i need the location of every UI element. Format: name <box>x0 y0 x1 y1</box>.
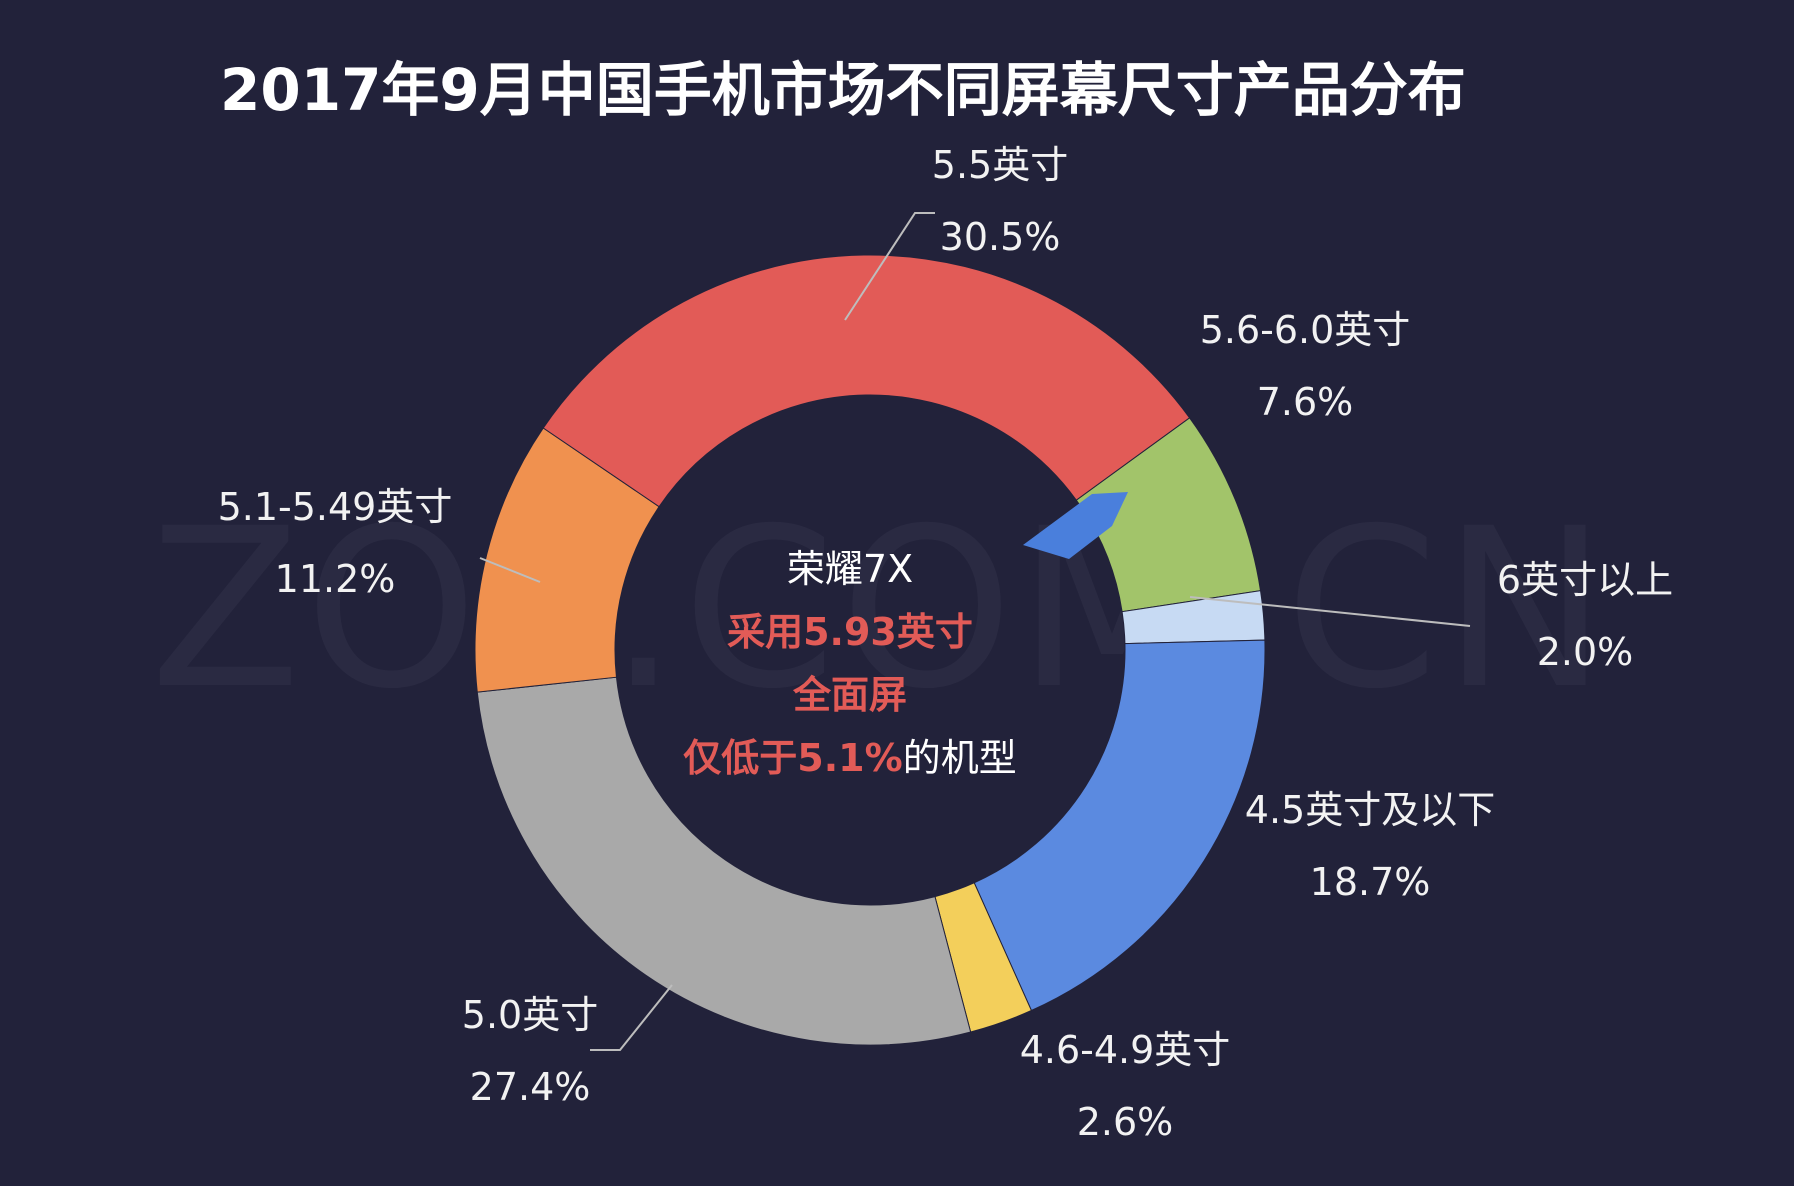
slice-value-4: 27.4% <box>470 1065 591 1109</box>
slice-label-1: 6英寸以上 <box>1497 558 1673 602</box>
slice-label-3: 4.6-4.9英寸 <box>1020 1028 1231 1072</box>
slice-2 <box>973 639 1266 1012</box>
center-line-4-rest: 的机型 <box>903 736 1017 780</box>
slice-label-4: 5.0英寸 <box>462 993 598 1037</box>
slice-labels: 5.6-6.0英寸 7.6% 6英寸以上 2.0% 4.5英寸及以下 18.7% 4.6-4… <box>218 143 1673 1144</box>
slice-6 <box>542 254 1191 508</box>
center-line-4-highlight: 仅低于5.1% <box>683 736 902 780</box>
slice-value-5: 11.2% <box>275 557 396 601</box>
center-line-4: 仅低于5.1%的机型 <box>683 736 1016 780</box>
leader-line-4 <box>590 984 673 1051</box>
watermark-text: ZOL.COM.CN <box>150 481 1611 737</box>
slice-value-6: 30.5% <box>940 215 1061 259</box>
slices-layer <box>474 254 1266 1046</box>
leader-line-5 <box>479 557 541 583</box>
arrow-icon <box>1023 492 1128 559</box>
slice-value-1: 2.0% <box>1537 630 1634 674</box>
slice-label-2: 4.5英寸及以下 <box>1245 788 1495 832</box>
slice-4 <box>476 676 972 1046</box>
chart-title: 2017年9月中国手机市场不同屏幕尺寸产品分布 <box>220 56 1466 124</box>
leader-line-1 <box>1189 596 1471 627</box>
slice-value-2: 18.7% <box>1310 860 1431 904</box>
leader-line-6 <box>844 212 935 321</box>
center-line-1: 荣耀7X <box>787 547 913 591</box>
slice-label-5: 5.1-5.49英寸 <box>218 485 453 529</box>
slice-label-0: 5.6-6.0英寸 <box>1200 308 1411 352</box>
slice-value-0: 7.6% <box>1257 380 1354 424</box>
slice-value-3: 2.6% <box>1077 1100 1174 1144</box>
center-line-3: 全面屏 <box>792 673 907 717</box>
center-annotation: 荣耀7X 采用5.93英寸 全面屏 仅低于5.1%的机型 <box>683 547 1016 780</box>
slice-label-6: 5.5英寸 <box>932 143 1068 187</box>
center-line-2: 采用5.93英寸 <box>727 610 973 654</box>
leader-lines <box>479 212 1471 1051</box>
